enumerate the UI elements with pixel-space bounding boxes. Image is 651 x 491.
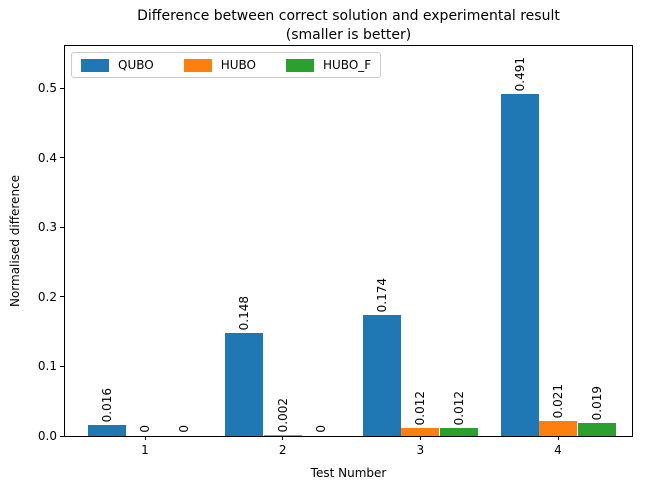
bar-value-label: 0.002 bbox=[275, 397, 290, 432]
x-tick-mark bbox=[419, 436, 421, 440]
bar-value-label: 0.016 bbox=[99, 387, 114, 422]
bar-value-label: 0.012 bbox=[413, 390, 428, 425]
legend-item-qubo: QUBO bbox=[81, 58, 154, 72]
chart-title-line: Difference between correct solution and … bbox=[137, 8, 560, 24]
chart-title-line: (smaller is better) bbox=[285, 27, 412, 43]
y-axis-label: Normalised difference bbox=[8, 174, 22, 308]
bar-qubo-test2 bbox=[225, 333, 264, 436]
bar-hubo-test4 bbox=[539, 421, 577, 436]
legend-item-hubo: HUBO bbox=[183, 58, 256, 72]
bar-qubo-test1 bbox=[87, 425, 126, 436]
bar-hubo-test2 bbox=[263, 435, 302, 436]
legend-swatch-icon bbox=[285, 58, 314, 72]
y-tick-mark bbox=[60, 365, 64, 367]
bar-value-label: 0.019 bbox=[589, 385, 604, 420]
bar-value-label: 0.491 bbox=[512, 56, 527, 91]
bar-value-label: 0.148 bbox=[237, 295, 252, 330]
legend: QUBO HUBO HUBO_F bbox=[71, 52, 382, 78]
y-tick-label: 0.5 bbox=[37, 81, 57, 95]
x-axis-label: Test Number bbox=[310, 466, 387, 480]
x-tick-label: 1 bbox=[141, 443, 149, 457]
y-tick-label: 0.4 bbox=[37, 150, 57, 165]
y-tick-label: 0.1 bbox=[37, 359, 57, 374]
x-tick-label: 4 bbox=[554, 443, 562, 457]
bar-value-label: 0 bbox=[176, 425, 191, 433]
bar-value-label: 0.012 bbox=[451, 390, 466, 425]
y-tick-label: 0.3 bbox=[37, 220, 57, 235]
bar-qubo-test3 bbox=[362, 315, 401, 436]
y-tick-mark bbox=[60, 157, 64, 159]
bar-hubo_f-test3 bbox=[439, 428, 478, 436]
y-tick-mark bbox=[60, 296, 64, 298]
legend-item-hubo_f: HUBO_F bbox=[285, 58, 372, 72]
bar-value-label: 0.174 bbox=[374, 277, 389, 312]
x-tick-label: 2 bbox=[278, 443, 287, 457]
x-tick-mark bbox=[557, 436, 559, 440]
x-tick-mark bbox=[282, 436, 284, 440]
legend-label: QUBO bbox=[118, 58, 154, 72]
bar-value-label: 0.021 bbox=[551, 383, 565, 418]
bar-hubo_f-test4 bbox=[577, 423, 616, 436]
chart-title: Difference between correct solution and … bbox=[64, 7, 633, 45]
legend-label: HUBO_F bbox=[322, 58, 372, 72]
legend-swatch-icon bbox=[183, 58, 212, 72]
y-tick-label: 0.2 bbox=[37, 289, 57, 304]
y-tick-label: 0.0 bbox=[37, 429, 57, 443]
bar-qubo-test4 bbox=[500, 94, 539, 436]
bar-value-label: 0 bbox=[314, 425, 329, 433]
bar-value-label: 0 bbox=[138, 425, 152, 433]
legend-label: HUBO bbox=[220, 58, 256, 72]
y-tick-mark bbox=[60, 435, 64, 437]
x-tick-label: 3 bbox=[416, 443, 425, 457]
y-tick-mark bbox=[60, 226, 64, 228]
legend-swatch-icon bbox=[81, 58, 109, 72]
plot-area: QUBO HUBO HUBO_F 0.016 0.148 0.174 0.491 0 0.00… bbox=[38, 45, 633, 457]
bar-hubo-test3 bbox=[401, 428, 440, 436]
y-tick-mark bbox=[60, 87, 64, 89]
x-tick-mark bbox=[144, 436, 146, 440]
